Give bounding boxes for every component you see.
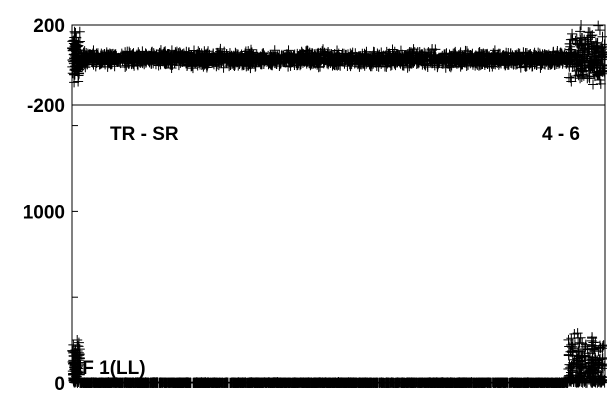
data-point <box>597 31 607 42</box>
data-point <box>463 59 474 70</box>
top-panel-points <box>67 20 607 90</box>
data-point <box>73 76 84 87</box>
data-point <box>69 77 80 88</box>
y-tick-label-1-0: 1000 <box>23 202 65 223</box>
data-point <box>593 20 604 31</box>
data-point <box>74 26 85 37</box>
bottom-panel-frame <box>71 104 606 384</box>
data-point <box>69 53 80 64</box>
data-point <box>381 61 392 72</box>
data-point <box>70 32 81 43</box>
data-point <box>68 44 79 55</box>
data-point <box>67 61 78 72</box>
top-panel: 200 -200 <box>27 16 607 117</box>
y-tick-label-1-1: 0 <box>54 374 65 395</box>
bottom-panel-points <box>67 328 607 388</box>
y-tick-label-0-0: 200 <box>33 16 65 37</box>
data-point <box>250 61 261 72</box>
data-point <box>576 20 587 30</box>
data-point <box>594 25 605 36</box>
bottom-panel-ticks: 1000 0 <box>23 125 473 395</box>
data-point <box>69 43 80 54</box>
data-point <box>346 50 357 61</box>
y-tick-label-0-1: -200 <box>27 96 65 117</box>
data-point <box>73 40 84 51</box>
data-point <box>218 62 229 73</box>
data-point <box>283 45 294 56</box>
